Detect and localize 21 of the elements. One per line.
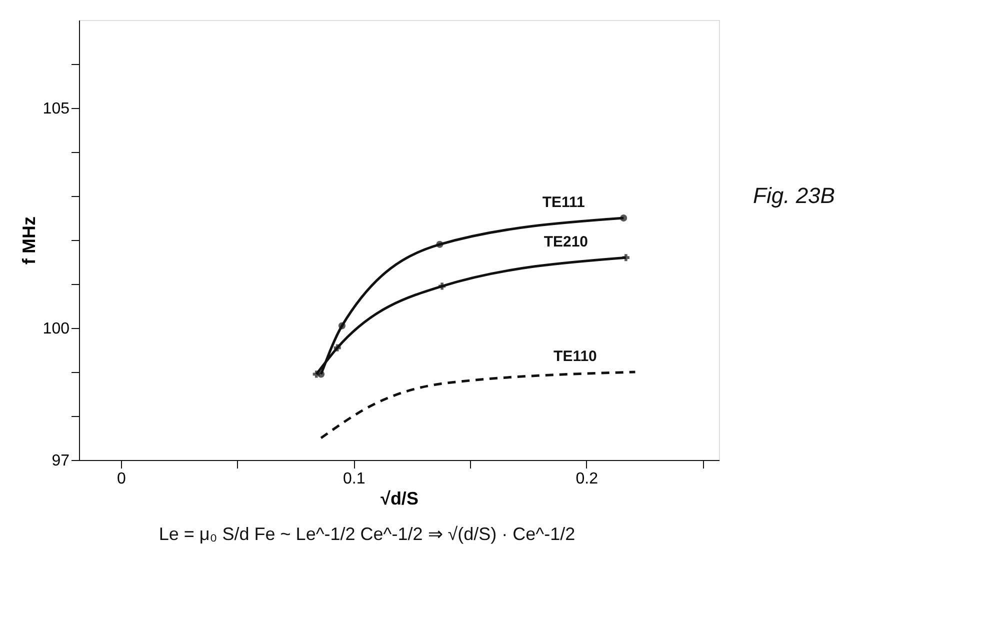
point (334, 344, 341, 352)
y-axis-title: f MHz (18, 216, 39, 264)
line-series (320, 370, 636, 440)
x-tick-label: 0 (116, 470, 126, 488)
point (622, 254, 630, 262)
text: Le = μ₀ S/d Fe ~ Le^-1/2 Ce^-1/2 ⇒ √(d/S) · Ce^-1/2 (158, 524, 576, 544)
y-tick-label: 97 (52, 452, 70, 470)
y-tick-label: 100 (42, 320, 70, 338)
point (620, 214, 628, 222)
caption: Fig. 23B (753, 183, 835, 208)
x-tick-label: 0.1 (342, 470, 366, 488)
series-label: TE210 (544, 234, 588, 251)
x-tick-label: 0.2 (576, 470, 598, 488)
series-label: TE110 (554, 348, 597, 365)
point (436, 240, 444, 248)
series-label: TE111 (542, 194, 585, 211)
point (312, 370, 320, 378)
x-axis-title: √d/S (380, 488, 418, 508)
y-tick-label: 105 (42, 100, 70, 118)
point (438, 282, 446, 290)
point (338, 322, 346, 330)
